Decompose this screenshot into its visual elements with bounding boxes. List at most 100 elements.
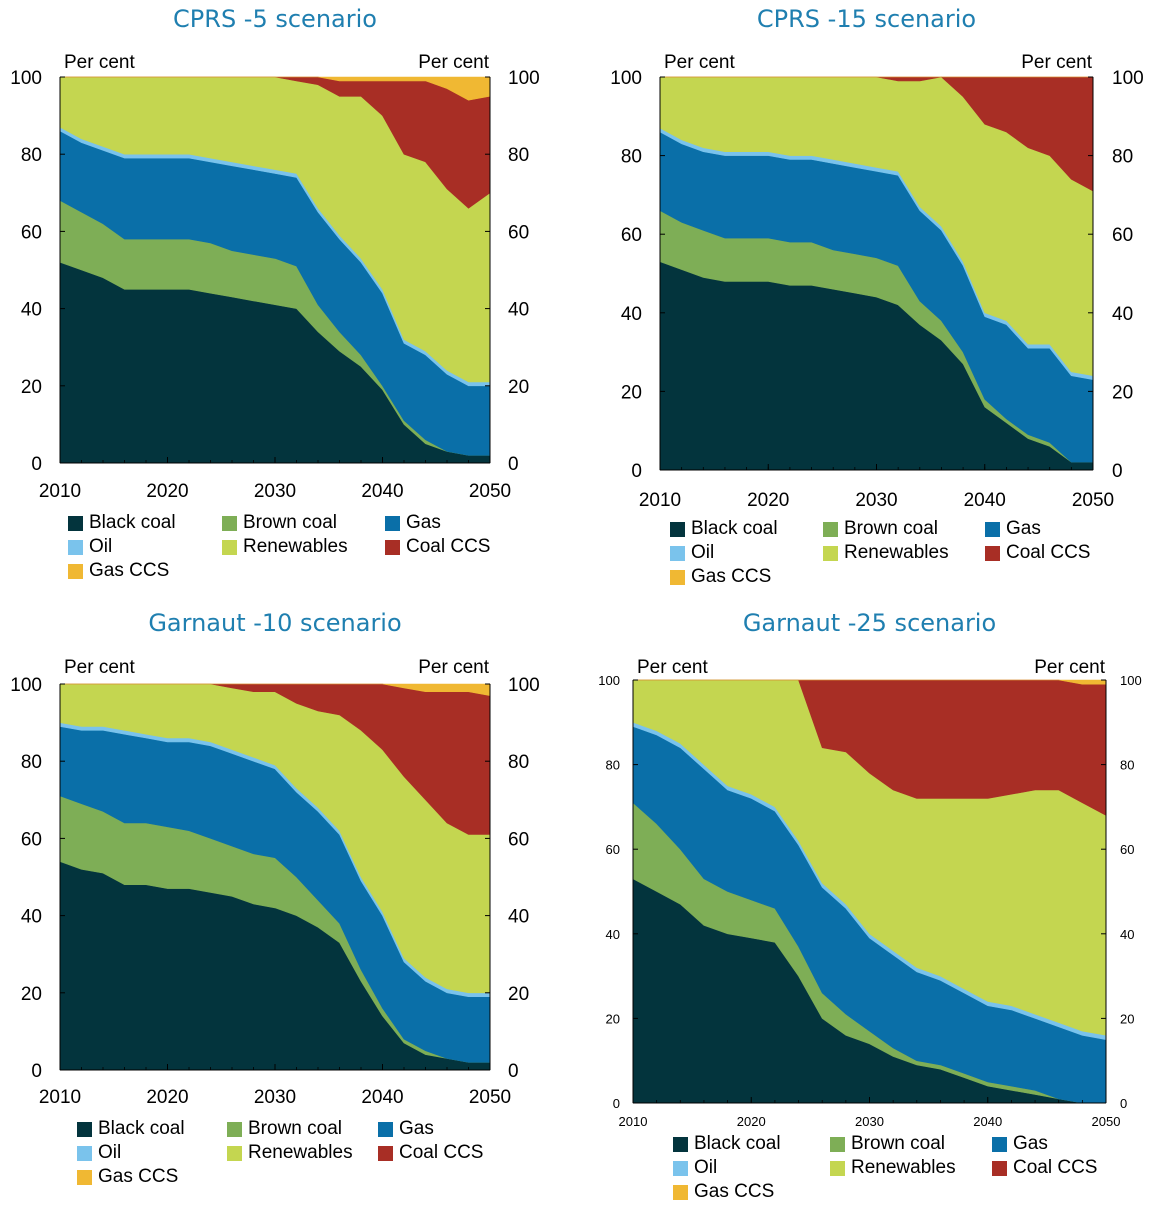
legend-item-gas: Gas [985, 518, 1041, 540]
y-tick-label-left: 20 [621, 382, 642, 403]
y-tick-label-left: 80 [606, 758, 620, 773]
y-tick-label-left: 100 [10, 675, 42, 696]
y-tick-label-right: 100 [1112, 68, 1144, 89]
legend-item-gas-ccs: Gas CCS [673, 1181, 774, 1203]
area-chart: Garnaut -25 scenario Per cent Per cent 0 0 20… [598, 609, 1142, 1129]
legend-item-brown-coal: Brown coal [222, 512, 337, 534]
legend-item-black-coal: Black coal [673, 1133, 781, 1155]
legend-item-gas: Gas [378, 1118, 434, 1140]
y-tick-label-right: 80 [508, 145, 529, 166]
x-tick-label: 2050 [469, 481, 511, 502]
y-tick-label-right: 40 [508, 300, 529, 321]
legend-swatch [68, 539, 83, 555]
legend-swatch [670, 545, 685, 561]
legend-label: Oil [694, 1157, 718, 1178]
y-axis-label-right: Per cent [418, 657, 489, 678]
y-tick-label-left: 40 [21, 907, 42, 928]
y-tick-label-right: 60 [1120, 842, 1134, 857]
y-tick-label-left: 60 [621, 225, 642, 246]
y-axis-label-left: Per cent [637, 657, 708, 678]
y-axis-label-left: Per cent [664, 52, 735, 73]
y-tick-label-left: 60 [606, 842, 620, 857]
chart-panel-garnaut-10: Garnaut -10 scenario Per cent Per cent 0 0 20… [0, 599, 574, 1198]
x-tick-label: 2010 [619, 1114, 648, 1129]
chart-legend: Black coal Brown coal Gas Oil Renewables Coal… [575, 1133, 1149, 1213]
legend-swatch [992, 1160, 1007, 1176]
legend-item-coal-ccs: Coal CCS [992, 1157, 1097, 1179]
y-tick-label-left: 80 [621, 147, 642, 168]
chart-title: Garnaut -25 scenario [743, 609, 996, 637]
chart-panel-cprs-5: CPRS -5 scenario Per cent Per cent 0 0 20 20 40… [0, 0, 574, 599]
y-tick-label-left: 20 [21, 984, 42, 1005]
y-tick-label-left: 80 [21, 752, 42, 773]
legend-swatch [823, 521, 838, 537]
area-series-group [659, 76, 1094, 471]
legend-label: Coal CCS [1006, 542, 1091, 563]
legend-label: Coal CCS [399, 1142, 484, 1163]
y-tick-label-right: 40 [1120, 927, 1134, 942]
chart-panel-cprs-15: CPRS -15 scenario Per cent Per cent 0 0 20 20 4… [575, 0, 1149, 599]
legend-label: Oil [98, 1142, 122, 1163]
y-tick-label-left: 0 [31, 1061, 42, 1082]
legend-swatch [830, 1136, 845, 1152]
legend-swatch [673, 1160, 688, 1176]
area-chart: Garnaut -10 scenario Per cent Per cent 0 0 20… [10, 609, 539, 1108]
x-tick-label: 2020 [146, 481, 188, 502]
legend-label: Gas [1013, 1133, 1048, 1154]
legend-swatch [68, 515, 83, 531]
x-tick-label: 2030 [855, 490, 897, 511]
x-tick-label: 2050 [469, 1087, 511, 1108]
area-series-group [59, 683, 491, 1071]
x-tick-label: 2040 [964, 490, 1006, 511]
y-tick-label-right: 40 [508, 907, 529, 928]
legend-label: Black coal [694, 1133, 781, 1154]
chart-legend: Black coal Brown coal Gas Oil Renewables Coal… [575, 518, 1149, 598]
legend-label: Gas CCS [89, 560, 170, 581]
legend-item-brown-coal: Brown coal [823, 518, 938, 540]
y-tick-label-left: 60 [21, 829, 42, 850]
y-tick-label-right: 0 [1120, 1096, 1127, 1111]
legend-swatch [378, 1145, 393, 1161]
legend-item-oil: Oil [68, 536, 112, 558]
legend-swatch [985, 545, 1000, 561]
legend-swatch [222, 539, 237, 555]
legend-label: Oil [691, 542, 715, 563]
legend-label: Gas CCS [694, 1181, 775, 1202]
y-tick-label-right: 100 [1120, 673, 1142, 688]
x-tick-label: 2010 [39, 481, 81, 502]
legend-item-coal-ccs: Coal CCS [985, 542, 1090, 564]
legend-item-gas: Gas [385, 512, 441, 534]
legend-swatch [670, 569, 685, 585]
legend-label: Gas [399, 1118, 434, 1139]
legend-label: Renewables [851, 1157, 956, 1178]
y-tick-label-left: 40 [606, 927, 620, 942]
legend-swatch [385, 539, 400, 555]
y-tick-label-right: 0 [508, 1061, 519, 1082]
x-tick-label: 2040 [361, 1087, 403, 1108]
y-tick-label-left: 0 [31, 454, 42, 475]
y-tick-label-left: 40 [621, 304, 642, 325]
legend-item-renewables: Renewables [823, 542, 949, 564]
legend-swatch [830, 1160, 845, 1176]
y-tick-label-right: 80 [1120, 758, 1134, 773]
legend-swatch [673, 1184, 688, 1200]
legend-label: Gas CCS [98, 1166, 179, 1187]
legend-item-renewables: Renewables [227, 1142, 353, 1164]
legend-swatch [68, 563, 83, 579]
legend-swatch [385, 515, 400, 531]
y-tick-label-left: 20 [21, 377, 42, 398]
legend-label: Coal CCS [406, 536, 491, 557]
legend-swatch [77, 1145, 92, 1161]
area-series-group [59, 76, 491, 464]
y-tick-label-right: 20 [508, 377, 529, 398]
y-axis-label-left: Per cent [64, 52, 135, 73]
y-tick-label-right: 60 [508, 829, 529, 850]
legend-item-black-coal: Black coal [670, 518, 778, 540]
legend-swatch [673, 1136, 688, 1152]
y-tick-label-right: 80 [508, 752, 529, 773]
legend-label: Black coal [98, 1118, 185, 1139]
y-tick-label-right: 100 [508, 68, 540, 89]
chart-legend: Black coal Brown coal Gas Oil Renewables Coal… [0, 1118, 574, 1198]
x-tick-label: 2050 [1092, 1114, 1121, 1129]
y-tick-label-left: 0 [631, 461, 642, 482]
